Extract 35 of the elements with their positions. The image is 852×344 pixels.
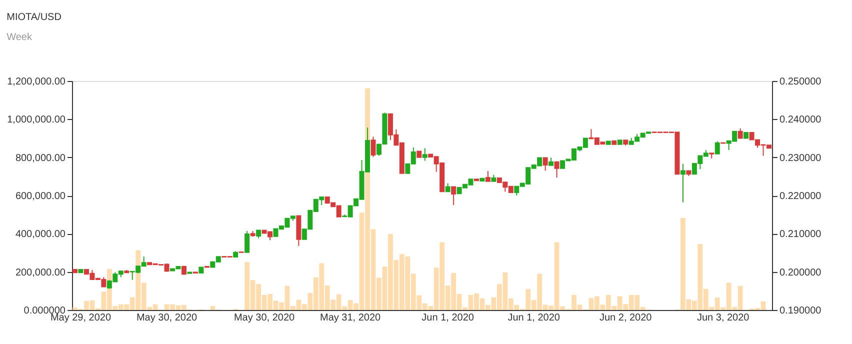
x-tick-label: May 29, 2020 xyxy=(50,312,112,324)
chart-title: MIOTA/USD xyxy=(6,12,62,23)
y-tick-label: 200,000.00 xyxy=(15,267,66,278)
y-tick-label: 1,200,000.00 xyxy=(7,76,66,88)
candlestick xyxy=(738,128,743,139)
y2-tick-label: 0.250000 xyxy=(780,76,822,88)
candlestick xyxy=(422,148,428,162)
x-tick-label: May 31, 2020 xyxy=(320,312,382,324)
x-tick-label: Jun 3, 2020 xyxy=(696,312,750,324)
y2-tick-label: 0.220000 xyxy=(780,191,822,202)
candlestick xyxy=(554,161,560,178)
candlestick xyxy=(181,265,186,276)
y-tick-label: 400,000.00 xyxy=(15,229,66,240)
candlestick xyxy=(714,140,720,154)
candlestick xyxy=(370,136,376,158)
candlestick xyxy=(451,186,456,206)
y2-tick-label: 0.190000 xyxy=(780,306,822,316)
candlestick xyxy=(680,163,686,203)
candlestick xyxy=(244,230,250,254)
chart-subtitle: Week xyxy=(6,32,33,43)
y-tick-label: 600,000.00 xyxy=(15,191,66,202)
x-tick-label: May 30, 2020 xyxy=(234,312,296,324)
x-tick-label: Jun 1, 2020 xyxy=(508,312,560,324)
y2-tick-label: 0.200000 xyxy=(780,267,822,278)
candlestick xyxy=(485,170,490,182)
y-tick-label: 800,000.00 xyxy=(15,152,66,164)
candlestick xyxy=(542,157,548,172)
y2-tick-label: 0.240000 xyxy=(780,114,822,126)
candlestick xyxy=(296,215,302,246)
x-tick-label: Jun 2, 2020 xyxy=(599,312,652,324)
y2-tick-label: 0.230000 xyxy=(780,152,822,164)
y-tick-label: 1,000,000.00 xyxy=(7,114,66,126)
x-tick-label: Jun 1, 2020 xyxy=(422,312,474,324)
x-tick-label: May 30, 2020 xyxy=(136,312,198,324)
y2-tick-label: 0.210000 xyxy=(780,229,822,240)
